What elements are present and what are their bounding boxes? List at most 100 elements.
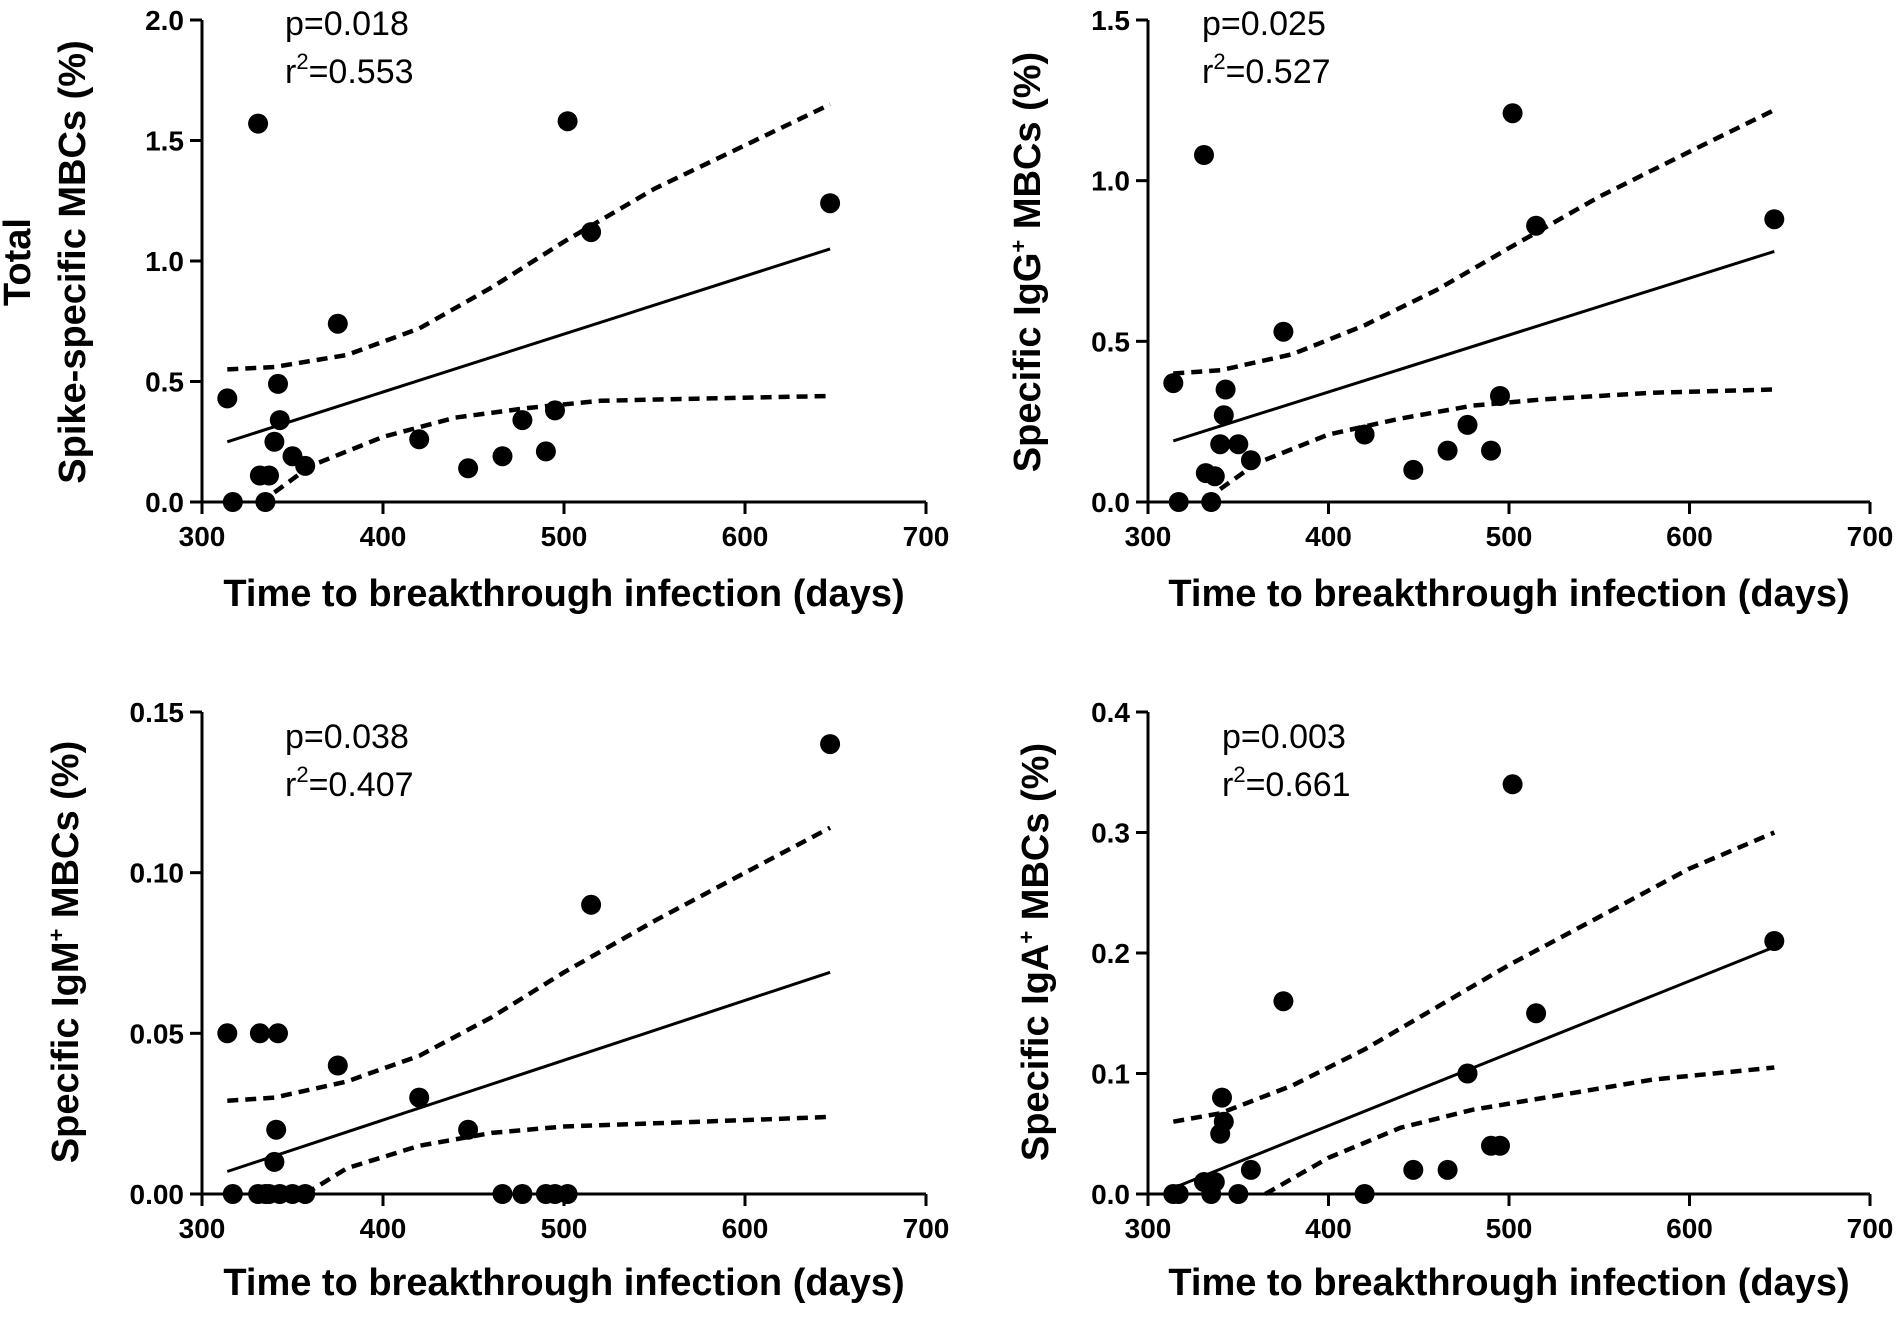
x-tick-label: 300 — [179, 521, 226, 552]
data-point — [255, 492, 276, 512]
data-point — [1240, 450, 1261, 471]
superscript-plus: + — [44, 929, 69, 942]
data-point — [1210, 434, 1231, 455]
data-point — [1168, 492, 1189, 512]
data-point — [1490, 386, 1510, 406]
data-point — [820, 734, 841, 755]
p-value-annotation: p=0.003 — [1222, 718, 1346, 756]
data-point — [1228, 1184, 1249, 1204]
data-point — [492, 1184, 513, 1204]
data-point — [1215, 379, 1236, 400]
p-value-annotation: p=0.025 — [1202, 5, 1326, 43]
y-tick-label: 1.5 — [1091, 5, 1130, 36]
y-tick-label: 0.4 — [1091, 697, 1130, 728]
x-tick-label: 400 — [360, 1213, 407, 1244]
x-tick-label: 700 — [1847, 521, 1894, 552]
data-point — [295, 1184, 316, 1204]
data-point — [458, 458, 479, 479]
r-squared-annotation: r2=0.661 — [1222, 762, 1351, 804]
r-squared-annotation: r2=0.527 — [1202, 49, 1331, 91]
data-point — [409, 429, 430, 450]
x-tick-label: 500 — [1486, 1213, 1533, 1244]
chart-iga: 0.0 0.1 0.2 0.3 0.4 300 400 500 600 700 Time to br… — [1014, 697, 1893, 1304]
data-point — [1204, 1172, 1225, 1192]
data-point — [1228, 434, 1249, 455]
data-point — [1526, 1003, 1547, 1024]
regression-line — [226, 970, 831, 1173]
data-point — [264, 1151, 285, 1172]
data-point — [266, 1119, 287, 1140]
y-tick-label: 0.2 — [1091, 938, 1130, 969]
x-tick-label: 600 — [722, 521, 769, 552]
ci-lower-band — [304, 1114, 831, 1196]
y-tick-label: 1.5 — [145, 126, 184, 157]
y-tick-label: 0.10 — [130, 858, 185, 889]
data-point — [545, 400, 565, 421]
x-axis-title: Time to breakthrough infection (days) — [1168, 1262, 1849, 1304]
x-tick-label: 700 — [903, 1213, 950, 1244]
y-axis-title: Specific IgM+ MBCs (%) — [44, 741, 87, 1163]
x-tick-label: 700 — [903, 521, 950, 552]
y-tick-label: 0.5 — [1091, 326, 1130, 357]
x-tick-label: 400 — [360, 521, 407, 552]
data-point — [249, 1023, 270, 1044]
data-point — [269, 410, 290, 431]
data-point — [512, 1184, 533, 1204]
x-tick-label: 500 — [1486, 521, 1533, 552]
x-tick-label: 600 — [722, 1213, 769, 1244]
data-point — [248, 113, 269, 134]
data-point — [1212, 1087, 1232, 1108]
data-point — [295, 455, 316, 476]
ci-lower-band — [1218, 387, 1775, 491]
data-point — [1204, 466, 1225, 487]
ci-upper-band — [227, 825, 832, 1104]
data-point — [1437, 440, 1458, 461]
data-point — [492, 446, 513, 467]
data-point — [222, 1184, 243, 1204]
data-point — [1502, 774, 1523, 795]
data-point — [1354, 1184, 1375, 1204]
data-point — [1481, 440, 1501, 461]
y-axis-title: Spike-specific MBCs (%) — [52, 40, 94, 483]
data-point — [409, 1087, 430, 1108]
data-point — [327, 313, 348, 334]
x-axis-title: Time to breakthrough infection (days) — [1168, 573, 1849, 615]
x-tick-label: 300 — [1125, 521, 1172, 552]
chart-igm: 0.00 0.05 0.10 0.15 300 400 500 600 700 Time to b… — [44, 697, 949, 1304]
data-point — [1764, 931, 1785, 951]
data-point — [557, 1184, 578, 1204]
data-point — [1163, 373, 1184, 394]
data-point — [581, 222, 602, 243]
ci-upper-band — [1172, 830, 1776, 1124]
x-tick-label: 500 — [541, 521, 588, 552]
data-point — [820, 193, 841, 214]
data-point — [581, 894, 602, 915]
data-point — [268, 1023, 288, 1044]
data-point — [1764, 209, 1785, 230]
data-point — [1502, 103, 1523, 124]
data-point — [1168, 1184, 1189, 1204]
y-tick-label: 0.15 — [130, 697, 185, 728]
r-squared-annotation: r2=0.407 — [285, 762, 414, 804]
regression-line — [1172, 249, 1775, 443]
data-point — [264, 431, 285, 452]
y-tick-label: 0.00 — [130, 1179, 185, 1210]
y-tick-label: 0.0 — [145, 487, 184, 518]
data-point — [217, 1023, 238, 1044]
ci-upper-band — [227, 102, 832, 372]
data-point — [1240, 1159, 1261, 1180]
ci-lower-band — [273, 393, 831, 495]
data-point — [1457, 414, 1478, 435]
y-axis-title: Specific IgA+ MBCs (%) — [1014, 743, 1057, 1161]
regression-line — [226, 247, 831, 444]
x-tick-label: 400 — [1305, 521, 1352, 552]
superscript-plus: + — [1006, 240, 1031, 253]
y-tick-label: 0.5 — [145, 367, 184, 398]
chart-total: 0.0 0.5 1.0 1.5 2.0 300 400 500 600 700 Time to br… — [0, 5, 949, 615]
data-point — [1526, 215, 1547, 236]
data-point — [1213, 405, 1234, 426]
data-point — [1194, 145, 1214, 165]
chart-igg: 0.0 0.5 1.0 1.5 300 400 500 600 700 Time to break… — [1006, 5, 1893, 615]
x-tick-label: 300 — [179, 1213, 226, 1244]
